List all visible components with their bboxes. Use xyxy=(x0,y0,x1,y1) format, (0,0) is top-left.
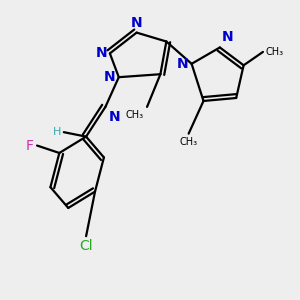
Text: F: F xyxy=(26,139,34,152)
Text: H: H xyxy=(52,127,61,137)
Text: CH₃: CH₃ xyxy=(180,136,198,147)
Text: N: N xyxy=(104,70,116,84)
Text: N: N xyxy=(95,46,107,60)
Text: Cl: Cl xyxy=(79,239,93,253)
Text: N: N xyxy=(177,57,189,71)
Text: N: N xyxy=(131,16,142,30)
Text: CH₃: CH₃ xyxy=(126,110,144,120)
Text: N: N xyxy=(221,31,233,44)
Text: N: N xyxy=(108,110,120,124)
Text: CH₃: CH₃ xyxy=(266,47,284,57)
